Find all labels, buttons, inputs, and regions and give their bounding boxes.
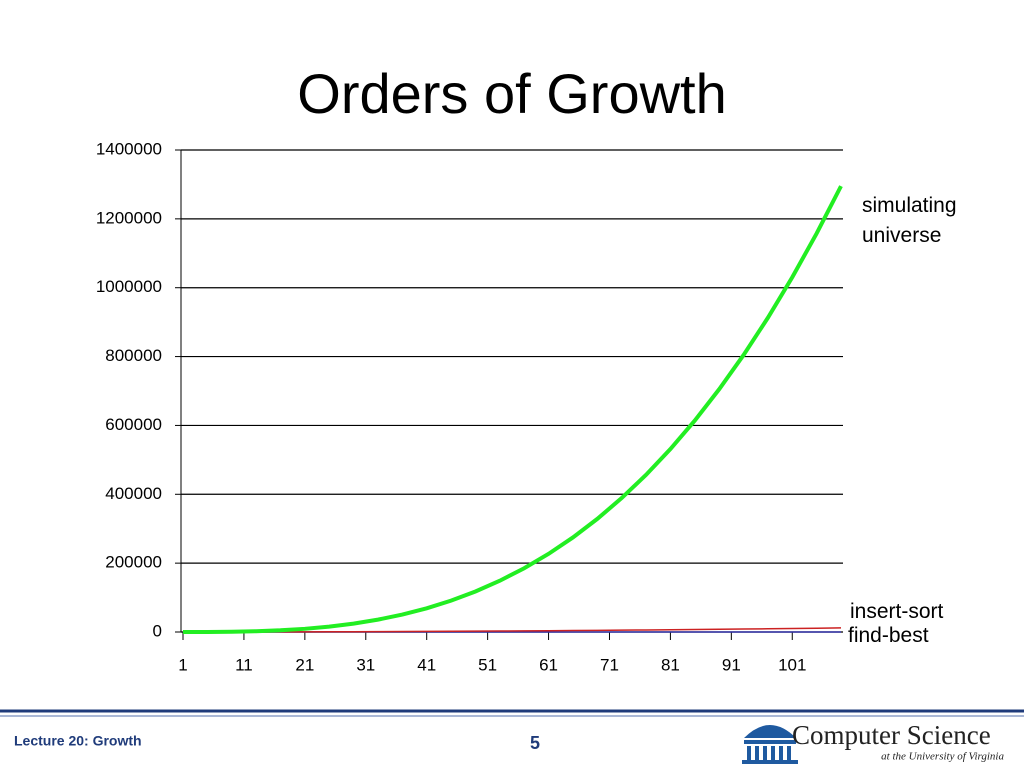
x-tick-label: 81 [661, 655, 680, 674]
logo-subtitle: at the University of Virginia [881, 751, 1004, 763]
series-label: simulating universe [862, 194, 957, 247]
y-tick-label: 1400000 [96, 139, 162, 158]
y-tick-label: 1000000 [96, 277, 162, 296]
footer-lecture: Lecture 20: Growth [14, 733, 142, 749]
x-tick-label: 91 [722, 655, 741, 674]
logo-icon [742, 725, 798, 764]
y-tick-label: 600000 [105, 415, 162, 434]
series-line [182, 627, 842, 633]
series-label: find-best [848, 624, 929, 647]
y-tick-label: 0 [153, 621, 162, 640]
x-tick-label: 31 [356, 655, 375, 674]
y-tick-label: 800000 [105, 346, 162, 365]
x-tick-label: 101 [778, 655, 806, 674]
x-tick-label: 41 [417, 655, 436, 674]
series-line [182, 185, 843, 634]
chart-title: Orders of Growth [297, 62, 726, 125]
y-tick-label: 200000 [105, 553, 162, 572]
x-tick-label: 21 [295, 655, 314, 674]
logo-title: Computer Science [792, 720, 991, 750]
y-tick-label: 400000 [105, 484, 162, 503]
x-tick-label: 1 [178, 655, 187, 674]
x-tick-label: 71 [600, 655, 619, 674]
page-number: 5 [530, 733, 540, 753]
x-tick-label: 51 [478, 655, 497, 674]
y-tick-label: 1200000 [96, 208, 162, 227]
x-tick-label: 11 [235, 655, 253, 674]
series-label: insert-sort [850, 600, 944, 623]
x-tick-label: 61 [539, 655, 558, 674]
